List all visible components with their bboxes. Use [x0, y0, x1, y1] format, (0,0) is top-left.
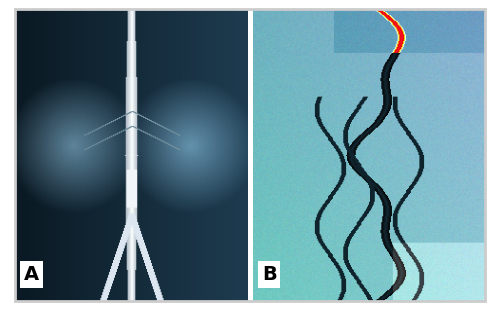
Text: A: A [24, 265, 40, 284]
Text: B: B [262, 265, 276, 284]
